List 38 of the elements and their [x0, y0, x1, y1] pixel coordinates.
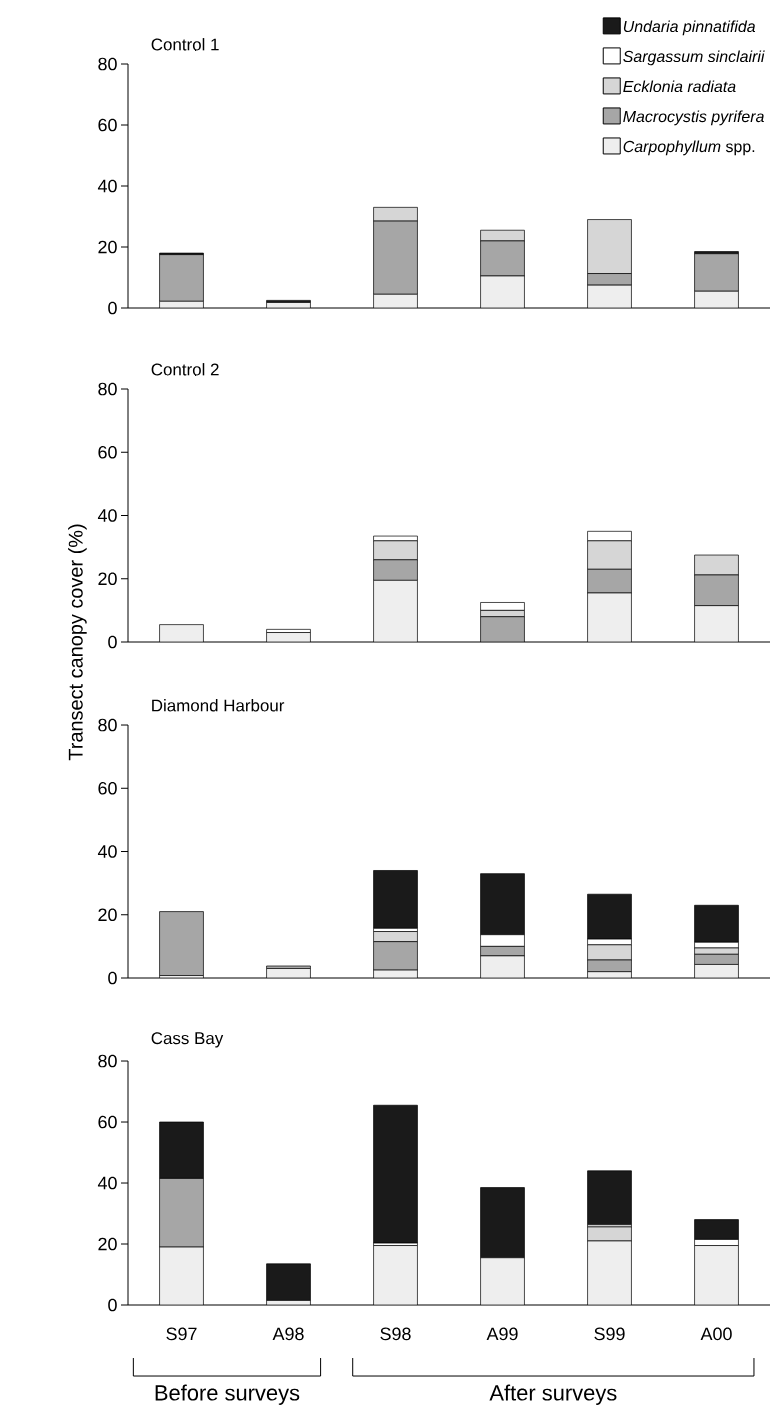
y-tick-label: 60 [98, 1115, 117, 1129]
x-tick-label: S97 [166, 1327, 197, 1341]
text: After surveys [489, 1384, 617, 1405]
x-tick-label: S98 [380, 1327, 411, 1341]
legend-label: Carpophyllum spp. [623, 140, 755, 156]
x-tick-label: S99 [594, 1327, 625, 1341]
y-tick-label: 60 [98, 445, 117, 459]
y-tick-label: 20 [98, 572, 117, 586]
legend-label: Ecklonia radiata [623, 80, 736, 93]
y-tick-label: 0 [108, 971, 117, 985]
chart-title: Cass Bay [151, 1032, 224, 1048]
y-tick-label: 0 [108, 635, 117, 649]
x-tick-label: A00 [700, 1327, 732, 1341]
y-tick-label: 20 [98, 1237, 117, 1251]
y-tick-label: 60 [98, 781, 117, 795]
y-tick-label: 20 [98, 240, 117, 254]
chart-title: Control 2 [151, 363, 219, 376]
y-tick-label: 60 [98, 118, 117, 132]
text: Before surveys [155, 1384, 300, 1405]
y-tick-label: 80 [98, 1054, 117, 1068]
chart-title: Diamond Harbour [152, 699, 285, 712]
x-tick-label: A99 [486, 1327, 518, 1341]
y-tick-label: 80 [98, 718, 117, 732]
y-tick-label: 80 [98, 57, 117, 71]
y-tick-label: 0 [108, 1298, 117, 1312]
y-tick-label: 40 [97, 179, 117, 193]
y-tick-label: 40 [97, 1176, 117, 1190]
legend-label: Sargassum sinclairii [623, 50, 765, 66]
chart-title: Control 1 [151, 38, 219, 51]
y-tick-label: 80 [98, 382, 117, 396]
y-axis-title: Transect canopy cover (%) [68, 524, 87, 761]
y-tick-label: 40 [97, 845, 117, 858]
y-tick-label: 20 [98, 908, 117, 922]
legend-label: Undaria pinnatifida [623, 20, 756, 36]
y-tick-label: 0 [108, 301, 117, 315]
y-tick-label: 40 [97, 509, 117, 522]
x-tick-label: A98 [272, 1327, 304, 1341]
legend-label: Macrocystis pyrifera [623, 110, 764, 126]
